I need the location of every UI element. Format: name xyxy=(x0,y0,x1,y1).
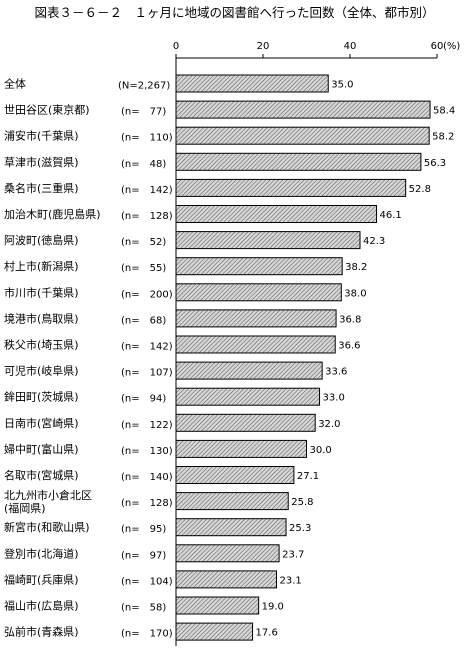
data-label: 36.8 xyxy=(339,314,361,325)
bar xyxy=(175,152,422,171)
category-label: 婦中町(富山県) xyxy=(4,442,79,456)
data-label: 25.3 xyxy=(289,523,311,534)
n-label: (n= 77) xyxy=(121,107,166,118)
data-label: 42.3 xyxy=(363,236,385,247)
n-label: (n= 170) xyxy=(121,629,173,640)
category-label: 阿波町(徳島県) xyxy=(4,233,79,247)
bar xyxy=(175,74,329,93)
data-label: 17.6 xyxy=(256,628,278,639)
data-label: 52.8 xyxy=(409,184,431,195)
bar xyxy=(175,387,321,406)
chart-title: 図表３－６－２ １ヶ月に地域の図書館へ行った回数（全体、都市別） xyxy=(34,5,435,20)
data-label: 33.6 xyxy=(325,367,347,378)
x-tick-label: 60 xyxy=(431,41,444,52)
n-label: (n= 142) xyxy=(121,342,173,353)
category-label: 福崎町(兵庫県) xyxy=(4,572,79,586)
data-label: 56.3 xyxy=(424,158,446,169)
bar xyxy=(175,100,431,119)
bar xyxy=(175,231,361,250)
bar xyxy=(175,126,430,145)
data-label: 58.2 xyxy=(432,132,454,143)
n-label: (n= 55) xyxy=(121,263,166,274)
category-label: 加治木町(鹿児島県) xyxy=(4,207,101,221)
bar xyxy=(175,544,280,563)
n-label: (n= 48) xyxy=(121,159,166,170)
x-tick-label: 0 xyxy=(173,41,179,52)
category-label: 福山市(広島県) xyxy=(4,599,79,613)
bar xyxy=(175,518,287,537)
data-label: 19.0 xyxy=(262,602,284,613)
bar xyxy=(175,178,407,197)
x-tick-label: 40 xyxy=(344,41,357,52)
n-label: (n= 68) xyxy=(121,315,166,326)
data-label: 32.0 xyxy=(318,419,340,430)
n-label: (n= 200) xyxy=(121,289,173,300)
category-label: 秩父市(埼玉県) xyxy=(4,338,79,352)
n-label: (n= 128) xyxy=(121,498,173,509)
category-label: 桑名市(三重県) xyxy=(4,181,79,195)
n-label: (n= 58) xyxy=(121,603,166,614)
n-label: (n= 140) xyxy=(121,472,173,483)
unit-label: (%) xyxy=(443,41,460,52)
bar xyxy=(175,283,342,302)
n-label: (N=2,267) xyxy=(118,81,170,92)
category-label: 名取市(宮城県) xyxy=(4,468,79,482)
data-label: 46.1 xyxy=(380,210,402,221)
category-label: 新宮市(和歌山県) xyxy=(4,520,90,534)
category-label: 境港市(鳥取県) xyxy=(4,311,79,325)
category-label: 北九州市小倉北区(福岡県) xyxy=(4,488,92,515)
bar xyxy=(175,413,316,432)
bar xyxy=(175,361,323,380)
n-label: (n= 104) xyxy=(121,576,173,587)
category-label: 鉾田町(茨城県) xyxy=(4,390,79,404)
n-label: (n= 110) xyxy=(121,133,173,144)
n-label: (n= 94) xyxy=(121,394,166,405)
data-label: 58.4 xyxy=(433,106,455,117)
category-label: 弘前市(青森県) xyxy=(4,625,79,639)
category-label: 村上市(新潟県) xyxy=(4,259,79,273)
bar xyxy=(175,335,336,354)
data-label: 38.0 xyxy=(344,288,366,299)
data-label: 33.0 xyxy=(323,393,345,404)
n-label: (n= 142) xyxy=(121,185,173,196)
data-label: 38.2 xyxy=(345,262,367,273)
n-label: (n= 122) xyxy=(121,420,173,431)
n-label: (n= 52) xyxy=(121,237,166,248)
category-label: 日南市(宮崎県) xyxy=(4,416,79,430)
data-label: 23.7 xyxy=(282,549,304,560)
bar xyxy=(175,570,277,589)
data-label: 23.1 xyxy=(279,575,301,586)
data-label: 36.6 xyxy=(338,341,360,352)
category-label: 世田谷区(東京都) xyxy=(4,103,90,117)
data-label: 35.0 xyxy=(331,80,353,91)
data-label: 25.8 xyxy=(291,497,313,508)
category-label: 登別市(北海道) xyxy=(4,546,79,560)
category-label: 浦安市(千葉県) xyxy=(4,129,79,143)
bar xyxy=(175,309,337,328)
n-label: (n= 107) xyxy=(121,368,173,379)
category-label: 市川市(千葉県) xyxy=(4,285,79,299)
bar xyxy=(175,257,343,276)
data-label: 27.1 xyxy=(297,471,319,482)
category-label: 可児市(岐阜県) xyxy=(4,364,79,378)
bar xyxy=(175,205,378,223)
x-tick-label: 20 xyxy=(257,41,270,52)
bar xyxy=(175,492,289,511)
n-label: (n= 130) xyxy=(121,446,173,457)
bar xyxy=(175,439,307,458)
n-label: (n= 95) xyxy=(121,524,166,535)
data-label: 30.0 xyxy=(310,445,332,456)
bar xyxy=(175,622,254,641)
bar xyxy=(175,596,260,615)
n-label: (n= 97) xyxy=(121,550,166,561)
category-label: 草津市(滋賀県) xyxy=(4,155,79,169)
bar xyxy=(175,466,295,484)
n-label: (n= 128) xyxy=(121,211,173,222)
category-label: 全体 xyxy=(4,77,26,91)
